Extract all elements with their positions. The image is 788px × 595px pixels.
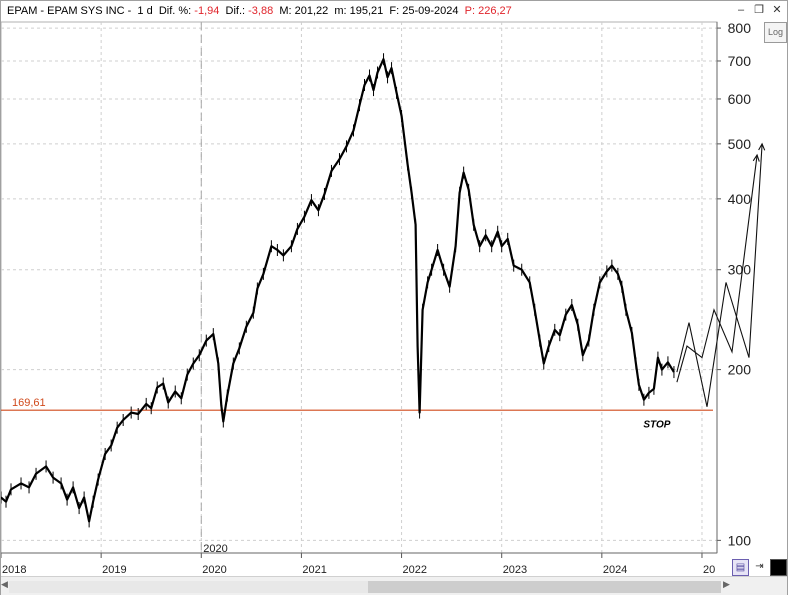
x-tick-label: 2021: [302, 564, 326, 576]
restore-icon[interactable]: ❐: [754, 4, 764, 16]
y-tick-label: 600: [728, 91, 752, 107]
diff-value: -3,88: [248, 5, 274, 17]
ticker-label: EPAM - EPAM SYS INC -: [7, 5, 132, 17]
log-scale-button[interactable]: Log: [764, 22, 787, 43]
interval-label: 1 d: [137, 5, 153, 17]
y-tick-label: 200: [728, 362, 752, 378]
scroll-left-icon[interactable]: ◀: [1, 579, 8, 589]
price-label: P: 226,27: [464, 5, 512, 17]
minimize-icon[interactable]: –: [737, 4, 745, 16]
title-bar: EPAM - EPAM SYS INC - 1 d Dif. %: -1,94 …: [1, 1, 787, 21]
projection-arrowhead: [752, 153, 760, 162]
plot-area[interactable]: [1, 21, 718, 554]
high-label: M: 201,22: [279, 5, 329, 17]
price-series-line[interactable]: [1, 58, 675, 523]
diff-label: Dif.:: [225, 5, 246, 17]
x-tick-label: 20: [703, 564, 715, 576]
y-tick-label: 100: [728, 532, 752, 548]
x-tick-label: 2022: [403, 564, 427, 576]
projection-path[interactable]: [676, 154, 758, 383]
stop-annotation: STOP: [643, 420, 670, 431]
x-tick-label: 2024: [603, 564, 627, 576]
support-label: 169,61: [12, 397, 46, 409]
close-icon[interactable]: ✕: [772, 4, 782, 16]
y-tick-label: 300: [728, 262, 752, 278]
pin-icon[interactable]: ⇥: [755, 561, 764, 572]
y-tick-label: 500: [728, 136, 752, 152]
scroll-thumb[interactable]: [368, 581, 721, 593]
y-tick-label: 800: [728, 20, 752, 36]
date-label: F: 25-09-2024: [389, 5, 459, 17]
diff-pct-label: Dif. %:: [158, 5, 192, 17]
x-tick-label: 2023: [503, 564, 527, 576]
x-tick-label: 2018: [2, 564, 26, 576]
diff-pct-value: -1,94: [194, 5, 220, 17]
corner-toolbar: ▤ ⇥: [732, 559, 787, 576]
projection-path[interactable]: [676, 143, 763, 407]
color-icon[interactable]: [770, 559, 787, 576]
projection-arrowhead: [758, 142, 766, 151]
scroll-right-icon[interactable]: ▶: [723, 579, 730, 589]
horizontal-scrollbar[interactable]: ◀ ▶: [1, 576, 787, 595]
price-chart[interactable]: 100 200 300 400 500 600 700 800 2018 2019 2020 2021…: [1, 1, 787, 576]
y-tick-label: 400: [728, 191, 752, 207]
x-tick-label: 2019: [102, 564, 126, 576]
split-marker-label: 2020: [203, 543, 227, 555]
low-label: m: 195,21: [334, 5, 384, 17]
quote-summary: EPAM - EPAM SYS INC - 1 d Dif. %: -1,94 …: [7, 1, 512, 21]
window-controls: – ❐ ✕: [735, 4, 783, 16]
y-tick-label: 700: [728, 53, 752, 69]
save-icon[interactable]: ▤: [732, 559, 749, 576]
x-tick-label: 2020: [202, 564, 226, 576]
